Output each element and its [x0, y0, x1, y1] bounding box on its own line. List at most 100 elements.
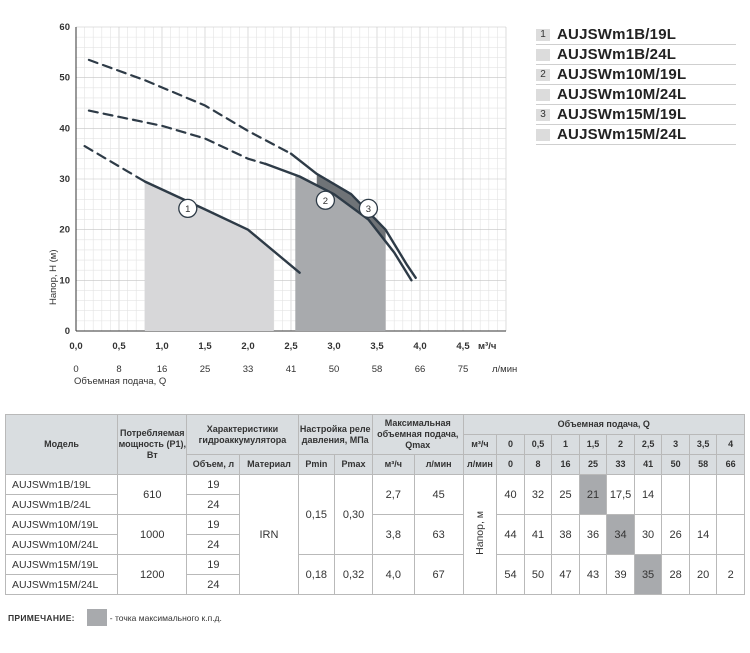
head-value-cell: 17,5 [606, 474, 635, 515]
y-tick-label: 10 [59, 275, 70, 286]
head-value-cell [661, 474, 690, 515]
power-cell: 610 [117, 474, 188, 515]
legend-item: AUJSWm1B/24L [536, 45, 736, 65]
flow-header-m3h: 2,5 [633, 434, 663, 455]
col-qmax-lmin: л/мин [413, 454, 464, 475]
head-value-cell: 47 [551, 554, 580, 595]
x2-tick-label: 50 [329, 364, 340, 375]
curve-dashed-2 [87, 109, 267, 165]
table-row: AUJSWm15M/24L 24 [4, 574, 745, 595]
head-value-cell: 21 [578, 474, 608, 515]
head-value-cell: 20 [688, 554, 718, 595]
model-cell: AUJSWm10M/19L [4, 514, 119, 535]
curve-solid-2 [264, 162, 413, 282]
x-tick-label: 0,0 [69, 341, 82, 352]
col-maxflow: Максимальная объемная подача, Qmax [371, 414, 464, 455]
pump-curve-chart: 1 2 3 0 10 20 30 40 50 60 0,0 0,5 1,0 1,5 2,0 2,5 3,0 3,… [48, 22, 517, 387]
legend-label: AUJSWm1B/19L [557, 26, 677, 43]
volume-cell: 19 [186, 554, 241, 575]
pmax-cell: 0,30 [334, 474, 373, 555]
curve-dashed-3 [87, 58, 293, 155]
y-tick-label: 0 [65, 326, 70, 337]
x2-tick-label: 33 [243, 364, 254, 375]
col-flow: Объемная подача, Q [462, 414, 746, 435]
x2-tick-label: 25 [200, 364, 211, 375]
legend: 1 AUJSWm1B/19L AUJSWm1B/24L 2 AUJSWm10M/19L A… [536, 25, 736, 145]
qmax-lmin-cell: 63 [413, 514, 464, 555]
note-text: - точка максимального к.п.д. [109, 612, 222, 623]
material-cell: IRN [239, 474, 299, 595]
x-axis-label: Объемная подача, Q [74, 376, 166, 387]
curve-dashed-1 [83, 145, 146, 183]
col-material: Материал [239, 454, 299, 475]
col-pmax: Pmax [334, 454, 373, 475]
head-value-cell: 43 [578, 554, 608, 595]
head-value-cell: 2 [716, 554, 745, 595]
x-tick-label: 1,5 [198, 341, 212, 352]
efficiency-band-2 [295, 174, 386, 331]
curve-marker-1 [178, 198, 198, 219]
qmax-m3h-cell: 4,0 [371, 554, 415, 595]
flow-header-m3h: 0,5 [523, 434, 553, 455]
legend-label: AUJSWm10M/24L [557, 86, 687, 103]
flow-header-m3h: 1 [551, 434, 580, 455]
model-cell: AUJSWm1B/19L [4, 474, 119, 495]
legend-swatch: 2 [536, 68, 550, 81]
flow-header-lmin: 0 [496, 454, 525, 475]
flow-header-lmin: 58 [688, 454, 718, 475]
qmax-m3h-cell: 2,7 [371, 474, 415, 515]
head-label-cell: Напор, м [462, 474, 498, 595]
flow-unit-m3h: м³/ч [462, 434, 498, 455]
legend-label: AUJSWm15M/19L [557, 106, 687, 123]
head-value-cell [688, 474, 718, 515]
col-volume: Объем, л [186, 454, 241, 475]
x-tick-label: 3,0 [327, 341, 340, 352]
curve-markers: 1 2 3 [178, 190, 379, 219]
flow-header-m3h: 0 [496, 434, 525, 455]
table-row: AUJSWm1B/19L 610 19 IRN 0,15 0,30 2,7 45 Напор, … [4, 474, 745, 595]
x-tick-label: 3,5 [370, 341, 384, 352]
model-cell: AUJSWm15M/24L [4, 574, 119, 595]
x2-tick-label: 75 [458, 364, 469, 375]
flow-header-lmin: 41 [633, 454, 663, 475]
legend-swatch [536, 48, 550, 61]
legend-label: AUJSWm10M/19L [557, 66, 687, 83]
flow-header-lmin: 8 [523, 454, 553, 475]
flow-header-m3h: 2 [606, 434, 635, 455]
volume-cell: 19 [186, 514, 241, 535]
y-axis-label: Напор, Н (м) [48, 250, 59, 306]
head-value-cell [716, 474, 745, 515]
curve-marker-label-2: 2 [323, 196, 328, 207]
table-row: AUJSWm10M/19L 1000 19 3,8 63 44 41 38 36 34 30 26 14 [4, 514, 745, 555]
flow-header-lmin: 25 [578, 454, 608, 475]
legend-item: 3 AUJSWm15M/19L [536, 105, 736, 125]
legend-item: AUJSWm15M/24L [536, 125, 736, 145]
head-value-cell: 34 [606, 514, 635, 555]
flow-header-lmin: 66 [716, 454, 745, 475]
y-tick-label: 50 [59, 73, 70, 84]
note-swatch [86, 609, 107, 626]
x2-tick-label: 41 [286, 364, 297, 375]
curve-marker-label-1: 1 [185, 204, 190, 215]
spec-table: Модель Потребляемая мощность (P1), Вт Ха… [4, 414, 746, 595]
x-tick-label: 2,0 [241, 341, 254, 352]
head-value-cell: 40 [496, 474, 525, 515]
legend-swatch [536, 88, 550, 101]
head-value-cell: 44 [496, 514, 525, 555]
flow-header-lmin: 50 [661, 454, 690, 475]
x-tick-label: 2,5 [284, 341, 298, 352]
curve-solid-1 [143, 180, 301, 274]
x2-tick-label: 16 [157, 364, 168, 375]
x-tick-label: 1,0 [155, 341, 168, 352]
pmin-cell: 0,15 [297, 474, 336, 555]
legend-label: AUJSWm15M/24L [557, 126, 687, 143]
col-pmin: Pmin [297, 454, 336, 475]
power-cell: 1200 [117, 554, 188, 595]
volume-cell: 24 [186, 534, 241, 555]
legend-swatch: 1 [536, 28, 550, 41]
head-value-cell: 14 [688, 514, 718, 555]
x2-tick-label: 8 [116, 364, 121, 375]
model-cell: AUJSWm15M/19L [4, 554, 119, 575]
note-label: ПРИМЕЧАНИЕ: [8, 612, 75, 623]
